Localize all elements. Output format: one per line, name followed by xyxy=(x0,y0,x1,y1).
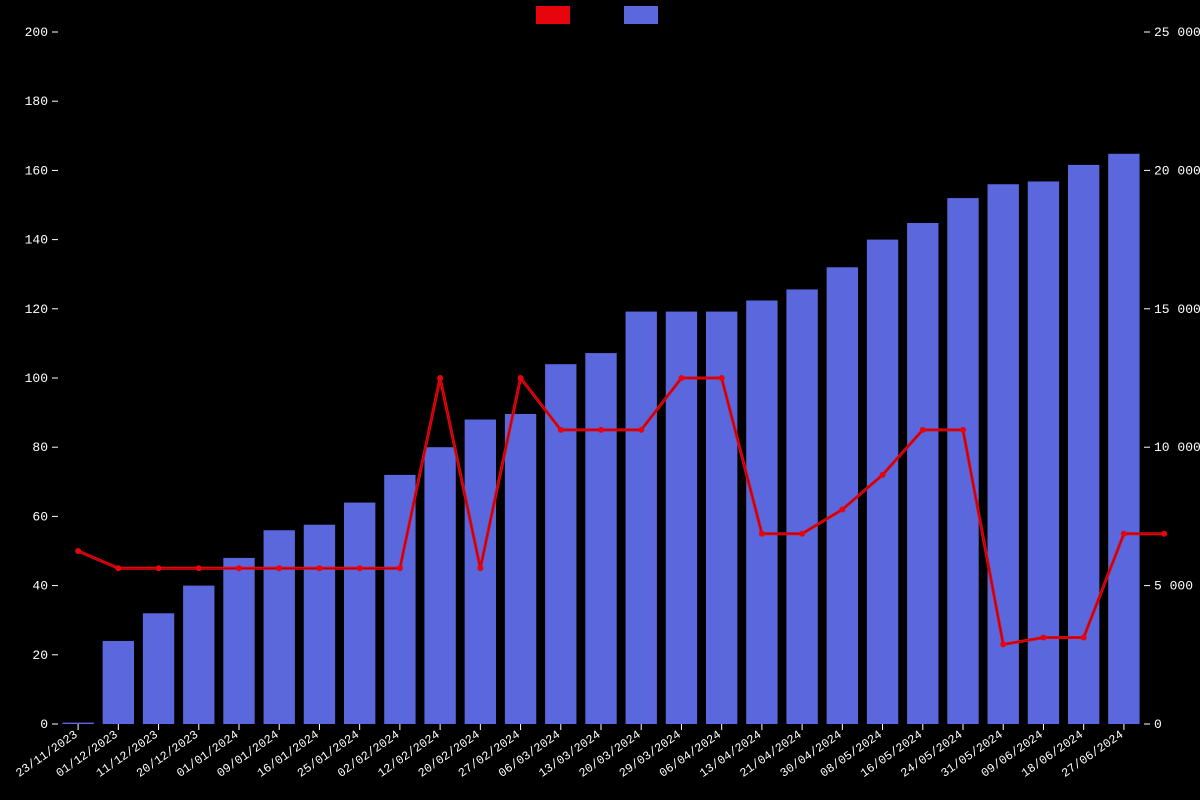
svg-text:100: 100 xyxy=(25,371,48,386)
svg-text:180: 180 xyxy=(25,94,48,109)
svg-text:200: 200 xyxy=(25,25,48,40)
legend-swatch-bar xyxy=(624,6,658,24)
svg-text:80: 80 xyxy=(32,440,48,455)
chart-svg: 0 20 40 60 80 100 120 140 160 180 200 0 5 000 10 000 1… xyxy=(0,0,1200,800)
svg-text:60: 60 xyxy=(32,509,48,524)
svg-text:140: 140 xyxy=(25,233,48,248)
svg-text:10 000: 10 000 xyxy=(1154,440,1200,455)
svg-text:25 000: 25 000 xyxy=(1154,25,1200,40)
svg-text:15 000: 15 000 xyxy=(1154,302,1200,317)
svg-text:0: 0 xyxy=(1154,717,1162,732)
svg-text:5 000: 5 000 xyxy=(1154,579,1193,594)
svg-text:160: 160 xyxy=(25,163,48,178)
svg-text:40: 40 xyxy=(32,579,48,594)
legend xyxy=(0,6,1200,24)
svg-text:20: 20 xyxy=(32,648,48,663)
svg-text:120: 120 xyxy=(25,302,48,317)
legend-item-line xyxy=(536,6,576,24)
svg-text:20 000: 20 000 xyxy=(1154,163,1200,178)
legend-item-bar xyxy=(624,6,664,24)
legend-swatch-line xyxy=(536,6,570,24)
chart-container: 0 20 40 60 80 100 120 140 160 180 200 0 5 000 10 000 1… xyxy=(0,0,1200,800)
svg-text:0: 0 xyxy=(40,717,48,732)
